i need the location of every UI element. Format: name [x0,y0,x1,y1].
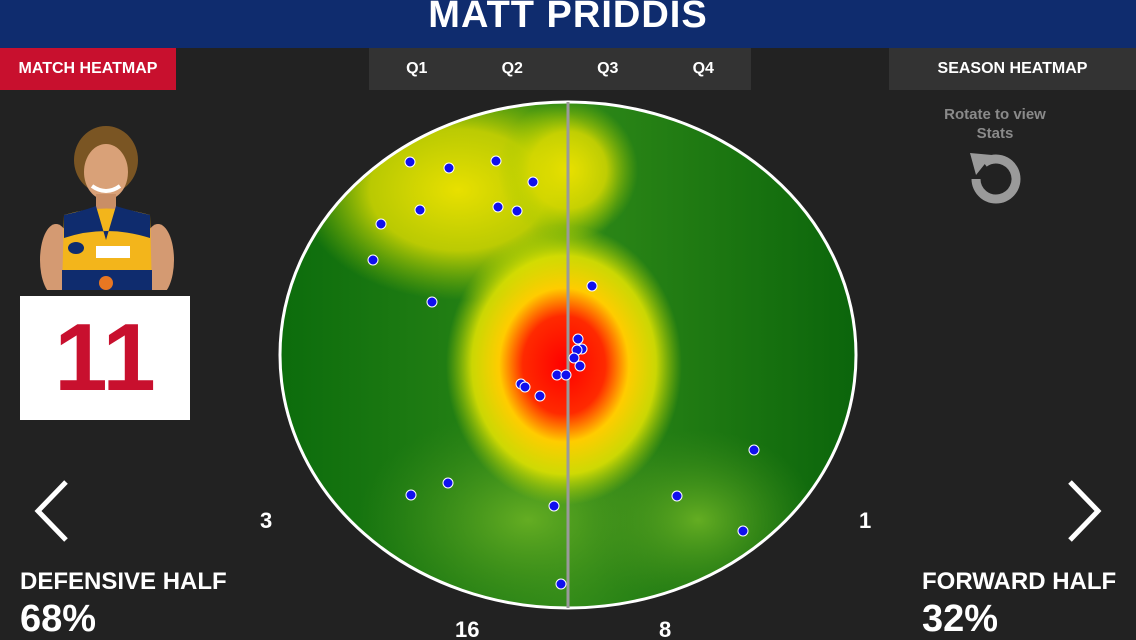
rotate-hint: Rotate to view Stats [935,105,1055,143]
tab-q2[interactable]: Q2 [501,60,523,77]
possession-dot [548,500,560,512]
possession-dot [568,352,580,364]
rotate-hint-line2: Stats [976,125,1014,142]
possession-dot [560,369,572,381]
possession-dot [405,489,417,501]
player-photo [40,120,175,290]
player-number: 11 [20,296,190,420]
title-bar: MATT PRIDDIS [0,0,1136,48]
tab-q1[interactable]: Q1 [406,60,428,77]
count-bottom-right: 8 [659,617,672,640]
possession-dots [367,155,760,590]
possession-dot [426,296,438,308]
possession-dot [519,381,531,393]
possession-dot [748,444,760,456]
possession-dot [527,176,539,188]
season-heatmap-button[interactable]: SEASON HEATMAP [889,48,1136,90]
possession-dot [375,218,387,230]
possession-dot [367,254,379,266]
tab-q3[interactable]: Q3 [597,60,619,77]
count-left-flank: 3 [260,508,273,533]
possession-dot [443,162,455,174]
count-right-flank: 1 [859,508,872,533]
possession-dot [737,525,749,537]
chevron-left-icon[interactable] [32,478,72,544]
count-bottom-left: 16 [455,617,480,640]
possession-dot [574,360,586,372]
tab-q4[interactable]: Q4 [692,60,714,77]
forward-half-label: FORWARD HALF [922,568,1117,595]
possession-dot [511,205,523,217]
possession-dot [442,477,454,489]
possession-dot [404,156,416,168]
quarter-tabs: Q1 Q2 Q3 Q4 [369,48,751,90]
rotate-hint-line1: Rotate to view [944,106,1046,123]
heatmap-field [278,100,858,610]
defensive-half-label: DEFENSIVE HALF [20,568,227,595]
player-name: MATT PRIDDIS [428,0,708,36]
match-heatmap-button[interactable]: MATCH HEATMAP [0,48,176,90]
possession-dot [534,390,546,402]
possession-dot [414,204,426,216]
possession-dot [572,333,584,345]
defensive-half-percent: 68% [20,598,97,640]
possession-dot [492,201,504,213]
forward-half-percent: 32% [922,598,999,640]
possession-dot [555,578,567,590]
rotate-icon[interactable] [962,145,1030,213]
possession-dot [490,155,502,167]
chevron-right-icon[interactable] [1064,478,1104,544]
possession-dot [671,490,683,502]
possession-dot [586,280,598,292]
